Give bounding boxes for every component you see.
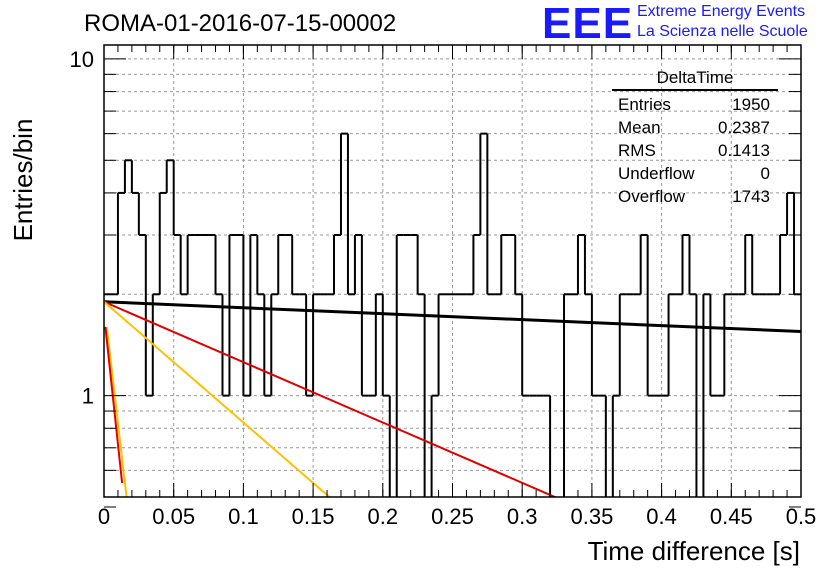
fit-line (105, 326, 128, 497)
x-tick-label: 0.25 (431, 504, 474, 529)
y-axis-label: Entries/bin (8, 119, 38, 242)
stats-row: RMS 0.1413 (612, 139, 778, 162)
stats-label: Entries (618, 95, 671, 114)
y-tick-label: 1 (82, 384, 94, 409)
stats-value: 0.1413 (718, 141, 770, 160)
stats-label: RMS (618, 141, 656, 160)
stats-value: 0.2387 (718, 118, 770, 137)
stats-row: Entries 1950 (612, 93, 778, 116)
x-tick-label: 0.45 (710, 504, 753, 529)
x-axis-label: Time difference [s] (588, 536, 800, 566)
stats-value: 1950 (732, 95, 770, 114)
logo-line-2: La Scienza nelle Scuole (637, 23, 808, 40)
x-tick-label: 0.05 (152, 504, 195, 529)
chart-title: ROMA-01-2016-07-15-00002 (84, 10, 397, 37)
fit-lines (104, 300, 801, 497)
fit-line (104, 301, 331, 497)
x-tick-label: 0.2 (368, 504, 399, 529)
x-tick-label: 0.15 (292, 504, 335, 529)
y-tick-label: 10 (70, 47, 94, 72)
stats-label: Underflow (618, 164, 695, 183)
stats-row: Overflow 1743 (612, 185, 778, 208)
eee-logo: EEE (542, 0, 634, 48)
grid (104, 45, 801, 497)
axes: 0 0.05 0.1 0.15 0.2 0.25 0.3 0.35 0.4 0.45 0.5 1 10 (70, 45, 817, 529)
x-tick-label: 0.5 (786, 504, 817, 529)
fit-line (104, 300, 801, 334)
stats-label: Overflow (618, 187, 686, 206)
x-tick-label: 0.35 (570, 504, 613, 529)
stats-label: Mean (618, 118, 661, 137)
stats-value: 1743 (732, 187, 770, 206)
logo-line-1: Extreme Energy Events (637, 3, 806, 20)
fit-line (104, 326, 124, 484)
stats-box: DeltaTime Entries 1950 Mean 0.2387 RMS 0.1413… (612, 68, 778, 208)
stats-row: Underflow 0 (612, 162, 778, 185)
x-tick-label: 0.1 (228, 504, 259, 529)
x-tick-label: 0.4 (646, 504, 677, 529)
x-tick-label: 0 (98, 504, 110, 529)
stats-value: 0 (760, 164, 770, 183)
x-tick-label: 0.3 (507, 504, 538, 529)
stats-title: DeltaTime (612, 68, 778, 91)
fit-line (104, 300, 558, 497)
stats-row: Mean 0.2387 (612, 116, 778, 139)
